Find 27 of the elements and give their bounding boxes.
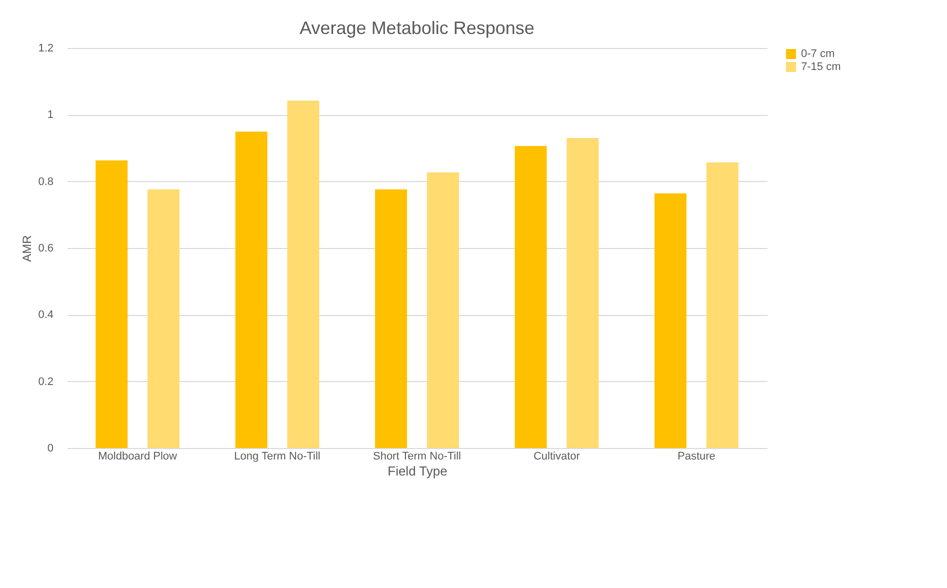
bar [235, 132, 268, 448]
y-tick-label: 0.4 [38, 309, 54, 322]
bar [96, 160, 128, 448]
bar [426, 172, 459, 448]
x-tick-label: Short Term No-Till [372, 450, 462, 462]
y-tick-label: 0.2 [38, 376, 54, 388]
bar [148, 189, 180, 448]
x-tick-label: Cultivator [533, 450, 580, 462]
bar [287, 100, 320, 448]
x-tick-label: Pasture [677, 450, 716, 462]
x-axis-title: Field Type [388, 464, 448, 478]
bar [375, 189, 408, 448]
legend-label: 7-15 cm [801, 61, 841, 73]
bar [514, 146, 547, 448]
y-tick-label: 0.8 [38, 176, 54, 188]
x-tick-label: Long Term No-Till [234, 450, 320, 462]
bar [706, 162, 738, 448]
y-tick-label: 1.2 [38, 42, 54, 54]
y-axis-title: AMR [20, 234, 34, 262]
chart-title: Average Metabolic Response [300, 18, 534, 38]
y-tick-label: 0.6 [38, 242, 54, 254]
legend-label: 0-7 cm [801, 48, 835, 60]
bar [566, 138, 599, 448]
y-tick-label: 0 [47, 442, 54, 454]
x-tick-label: Moldboard Plow [98, 450, 178, 462]
y-tick-label: 1 [47, 109, 54, 122]
bar [654, 193, 686, 448]
